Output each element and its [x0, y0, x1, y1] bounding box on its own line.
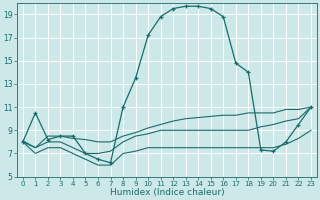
X-axis label: Humidex (Indice chaleur): Humidex (Indice chaleur) [109, 188, 224, 197]
